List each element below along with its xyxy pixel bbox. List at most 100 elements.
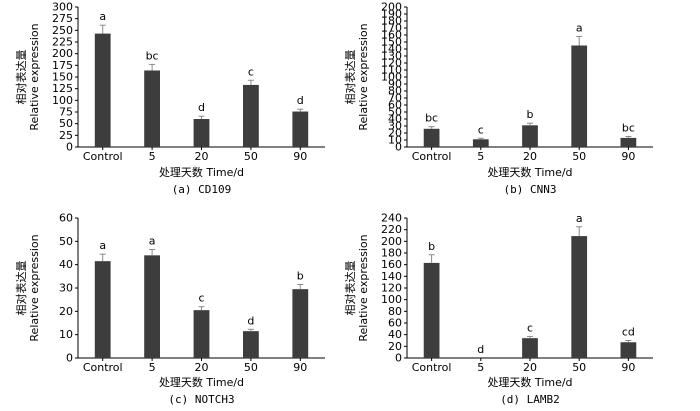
- significance-label: bc: [425, 112, 438, 125]
- y-tick-label: 70: [388, 92, 402, 105]
- x-tick-label: Control: [83, 361, 123, 374]
- x-tick-label: 50: [572, 150, 586, 163]
- y-axis-label: 相对表达量Relative expression: [343, 234, 370, 341]
- significance-label: a: [576, 212, 583, 225]
- bar: [292, 289, 309, 358]
- bar: [94, 261, 111, 358]
- y-tick-label: 10: [388, 134, 402, 147]
- panel-caption: (c) NOTCH3: [168, 393, 234, 406]
- bar: [620, 137, 637, 147]
- y-tick-label: 80: [388, 85, 402, 98]
- x-tick-label: 5: [477, 150, 484, 163]
- y-tick-label: 100: [52, 94, 73, 107]
- y-tick-label: 160: [381, 29, 402, 42]
- x-tick-label: 5: [477, 361, 484, 374]
- y-tick-label: 220: [381, 223, 402, 236]
- significance-label: c: [478, 123, 484, 136]
- x-tick-label: 50: [572, 361, 586, 374]
- y-axis-label: 相对表达量Relative expression: [14, 23, 41, 130]
- x-tick-label: 5: [149, 361, 156, 374]
- x-tick-label: 50: [244, 150, 258, 163]
- bar: [242, 331, 259, 358]
- significance-label: a: [149, 235, 156, 248]
- significance-label: b: [428, 240, 435, 253]
- y-tick-label: 250: [52, 24, 73, 37]
- y-tick-label: 20: [388, 127, 402, 140]
- y-tick-label: 180: [381, 15, 402, 28]
- bar: [94, 33, 111, 147]
- significance-label: b: [297, 270, 304, 283]
- y-axis-label: 相对表达量Relative expression: [14, 234, 41, 341]
- y-tick-label: 240: [381, 212, 402, 225]
- y-tick-label: 25: [59, 129, 73, 142]
- x-tick-label: 20: [195, 361, 209, 374]
- y-tick-label: 120: [381, 57, 402, 70]
- y-tick-label: 125: [52, 82, 73, 95]
- x-tick-label: 90: [293, 150, 307, 163]
- y-tick-label: 50: [388, 106, 402, 119]
- y-tick-label: 175: [52, 59, 73, 72]
- y-tick-label: 60: [388, 99, 402, 112]
- y-tick-label: 160: [381, 258, 402, 271]
- y-tick-label: 225: [52, 36, 73, 49]
- panel-caption: (a) CD109: [172, 183, 232, 196]
- chart-panel-4: 020406080100120140160180200220240Control…: [343, 212, 653, 406]
- bar: [423, 128, 440, 147]
- y-tick-label: 60: [388, 317, 402, 330]
- significance-label: a: [99, 239, 106, 252]
- y-tick-label: 100: [381, 71, 402, 84]
- bar: [522, 338, 538, 358]
- y-tick-label: 150: [52, 71, 73, 84]
- y-tick-label: 140: [381, 43, 402, 56]
- x-tick-label: Control: [412, 361, 452, 374]
- x-tick-label: 50: [244, 361, 258, 374]
- y-tick-label: 110: [381, 64, 402, 77]
- significance-label: a: [99, 10, 106, 23]
- y-tick-label: 200: [381, 1, 402, 14]
- x-tick-label: 20: [523, 361, 537, 374]
- y-tick-label: 300: [52, 1, 73, 14]
- y-tick-label: 275: [52, 12, 73, 25]
- x-tick-label: 90: [621, 361, 635, 374]
- significance-label: c: [248, 65, 254, 78]
- chart-panel-3: 0 10 20 30 40 50 60 Control a 5 a 20 c 50 d 90 b 相对表达量Rel…: [14, 212, 325, 406]
- y-tick-label: 10: [59, 328, 73, 341]
- y-tick-label: 80: [388, 305, 402, 318]
- y-tick-label: 90: [388, 78, 402, 91]
- x-tick-label: Control: [412, 150, 452, 163]
- bar: [423, 262, 440, 358]
- y-tick-label: 0: [395, 352, 402, 365]
- significance-label: d: [247, 314, 254, 327]
- panel-caption: (d) LAMB2: [500, 393, 560, 406]
- y-tick-label: 0: [66, 352, 73, 365]
- bar: [571, 45, 588, 147]
- bar: [144, 255, 161, 358]
- y-tick-label: 190: [381, 8, 402, 21]
- bar: [193, 119, 210, 147]
- y-tick-label: 30: [59, 282, 73, 295]
- y-tick-label: 75: [59, 106, 73, 119]
- y-tick-label: 200: [381, 235, 402, 248]
- x-tick-label: 90: [621, 150, 635, 163]
- y-axis-label: 相对表达量Relative expression: [343, 23, 370, 130]
- y-tick-label: 170: [381, 22, 402, 35]
- significance-label: d: [198, 101, 205, 114]
- x-tick-label: 5: [149, 150, 156, 163]
- y-tick-label: 60: [59, 212, 73, 225]
- y-tick-label: 20: [388, 340, 402, 353]
- y-tick-label: 0: [66, 141, 73, 154]
- x-tick-label: 90: [293, 361, 307, 374]
- y-tick-label: 20: [59, 305, 73, 318]
- bar: [571, 236, 588, 358]
- y-tick-label: 0: [395, 141, 402, 154]
- x-axis-label: 处理天数 Time/d: [487, 376, 572, 389]
- y-tick-label: 120: [381, 282, 402, 295]
- y-tick-label: 30: [388, 120, 402, 133]
- significance-label: d: [477, 343, 484, 356]
- y-tick-label: 40: [388, 328, 402, 341]
- x-axis-label: 处理天数 Time/d: [487, 166, 572, 179]
- bar: [522, 125, 538, 147]
- y-tick-label: 150: [381, 36, 402, 49]
- significance-label: bc: [622, 122, 635, 135]
- chart-panel-1: 0255075100125150175200225250275300Contro…: [14, 1, 325, 196]
